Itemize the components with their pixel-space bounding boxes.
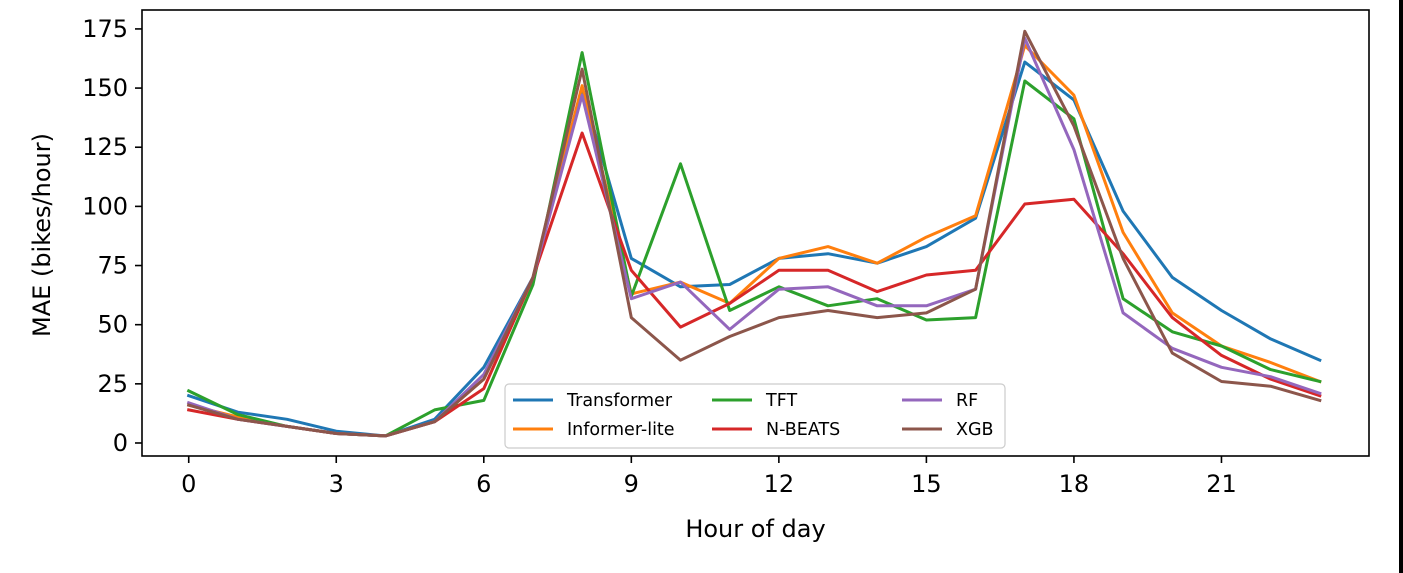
axis-ticks: 0 3 6 9 12 15 18 21 0 25 50 75 100 125 150 175 [82, 15, 1237, 498]
legend-label-rf: RF [956, 391, 978, 411]
legend-label-informer-lite: Informer-lite [567, 420, 675, 440]
series-line-rf [186, 36, 1322, 438]
x-tick-label: 6 [476, 470, 491, 498]
legend-label-n-beats: N-BEATS [766, 420, 840, 440]
x-tick-label: 15 [911, 470, 942, 498]
series-line-xgb [186, 29, 1322, 438]
series-line-informer-lite [186, 44, 1322, 438]
y-tick-label: 75 [97, 252, 128, 280]
x-tick-label: 9 [624, 470, 639, 498]
y-axis-title: MAE (bikes/hour) [28, 133, 56, 337]
y-tick-label: 0 [113, 429, 128, 457]
legend-label-tft: TFT [765, 391, 797, 411]
y-tick-label: 150 [82, 74, 128, 102]
series-lines [186, 29, 1322, 438]
legend-box [504, 383, 1006, 449]
series-line-tft [186, 51, 1322, 438]
series-line-transformer [186, 60, 1322, 438]
legend-label-transformer: Transformer [566, 391, 673, 411]
y-tick-label: 175 [82, 15, 128, 43]
x-axis-title: Hour of day [685, 515, 825, 543]
plot-area-frame [141, 9, 1370, 457]
y-tick-label: 125 [82, 133, 128, 161]
legend-label-xgb: XGB [956, 420, 994, 440]
y-tick-label: 25 [97, 370, 128, 398]
window-edge [1399, 0, 1403, 573]
y-tick-label: 50 [97, 311, 128, 339]
x-tick-label: 3 [329, 470, 344, 498]
x-tick-label: 18 [1059, 470, 1090, 498]
x-tick-label: 21 [1206, 470, 1237, 498]
y-tick-label: 100 [82, 192, 128, 220]
x-tick-label: 0 [181, 470, 196, 498]
legend: Transformer Informer-lite TFT N-BEATS RF XGB [504, 383, 1006, 449]
x-tick-label: 12 [764, 470, 795, 498]
